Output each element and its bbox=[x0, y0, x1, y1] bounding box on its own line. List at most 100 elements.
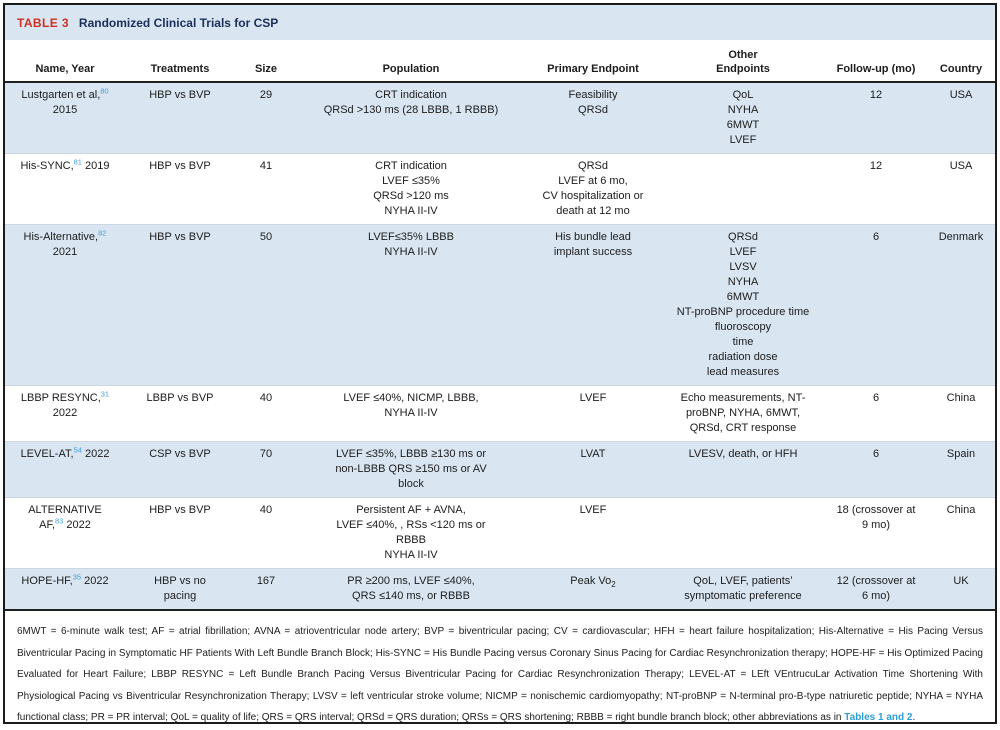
cell-size: 29 bbox=[235, 82, 297, 154]
cell-followup: 18 (crossover at 9 mo) bbox=[825, 497, 927, 569]
cell-line: 6 bbox=[872, 448, 880, 460]
trial-name: Lustgarten et al, bbox=[21, 89, 101, 101]
cell-line: Peak Vo bbox=[570, 575, 612, 587]
trial-name: HOPE-HF, bbox=[21, 575, 73, 587]
footnote-text: 6MWT = 6-minute walk test; AF = atrial f… bbox=[17, 626, 983, 723]
cell-followup: 12 bbox=[825, 153, 927, 225]
table-row: LEVEL-AT,54 2022 CSP vs BVP 70 LVEF ≤35%… bbox=[5, 441, 995, 498]
cell-line: NYHA II-IV bbox=[384, 407, 438, 419]
cell-primary-endpoint: LVAT bbox=[525, 441, 661, 498]
tables-1-and-2-link[interactable]: Tables 1 and 2 bbox=[844, 712, 913, 723]
cell-country: UK bbox=[927, 568, 995, 609]
table-row: ALTERNATIVE AF,83 2022 HBP vs BVP 40 Pers… bbox=[5, 497, 995, 569]
cell-primary-endpoint: His bundle lead implant success bbox=[525, 224, 661, 386]
cell-treatments: HBP vs no pacing bbox=[125, 568, 235, 609]
cell-line: LVSV bbox=[729, 261, 757, 273]
cell-name-year: His-SYNC,81 2019 bbox=[5, 153, 125, 225]
citation-ref[interactable]: 81 bbox=[73, 157, 82, 167]
cell-line: LVEF ≤35% bbox=[382, 175, 440, 187]
trial-name: LEVEL-AT, bbox=[20, 448, 74, 460]
cell-name-year: His-Alternative,82 2021 bbox=[5, 224, 125, 386]
cell-country: USA bbox=[927, 82, 995, 154]
table-row: His-SYNC,81 2019 HBP vs BVP 41 CRT indic… bbox=[5, 153, 995, 225]
cell-name-year: Lustgarten et al,80 2015 bbox=[5, 82, 125, 154]
trial-year: 2019 bbox=[81, 160, 110, 172]
cell-other-endpoints: QRSd LVEF LVSV NYHA 6MWT NT-proBNP procedure … bbox=[661, 224, 825, 386]
cell-line: NYHA II-IV bbox=[384, 205, 438, 217]
trial-year: 2021 bbox=[52, 246, 78, 258]
cell-population: LVEF≤35% LBBB NYHA II-IV bbox=[297, 224, 525, 386]
cell-treatments: HBP vs BVP bbox=[125, 224, 235, 386]
cell-line: QoL, LVEF, patients’ bbox=[693, 575, 793, 587]
cell-line: QRSd bbox=[578, 160, 608, 172]
cell-line: His bundle lead bbox=[555, 231, 631, 243]
column-header-treatments: Treatments bbox=[125, 40, 235, 83]
cell-followup: 6 bbox=[825, 224, 927, 386]
column-header-primary-endpoint: Primary Endpoint bbox=[525, 40, 661, 83]
trial-year: 2022 bbox=[81, 448, 110, 460]
cell-size: 40 bbox=[235, 385, 297, 442]
cell-population: CRT indication LVEF ≤35% QRSd >120 ms NYHA … bbox=[297, 153, 525, 225]
cell-primary-endpoint: QRSd LVEF at 6 mo, CV hospitalization or de… bbox=[525, 153, 661, 225]
cell-line: LVEF at 6 mo, bbox=[558, 175, 628, 187]
cell-country: China bbox=[927, 385, 995, 442]
cell-line: LVEF ≤40%, , RSs <120 ms or bbox=[336, 519, 486, 531]
trial-name: His-SYNC, bbox=[20, 160, 74, 172]
cell-line: 18 (crossover at bbox=[836, 504, 916, 516]
cell-treatments: CSP vs BVP bbox=[125, 441, 235, 498]
citation-ref[interactable]: 31 bbox=[100, 389, 110, 399]
citation-ref[interactable]: 83 bbox=[55, 516, 64, 526]
cell-line: non-LBBB QRS ≥150 ms or AV bbox=[335, 463, 487, 475]
cell-population: LVEF ≤40%, NICMP, LBBB, NYHA II-IV bbox=[297, 385, 525, 442]
cell-name-year: ALTERNATIVE AF,83 2022 bbox=[5, 497, 125, 569]
citation-ref[interactable]: 54 bbox=[73, 445, 82, 455]
cell-line: LBBP vs BVP bbox=[146, 392, 214, 404]
cell-population: Persistent AF + AVNA, LVEF ≤40%, , RSs <1… bbox=[297, 497, 525, 569]
cell-line: CV hospitalization or bbox=[542, 190, 644, 202]
citation-ref[interactable]: 82 bbox=[98, 228, 107, 238]
cell-line: CRT indication bbox=[375, 89, 447, 101]
cell-line: time bbox=[732, 336, 754, 348]
cell-line: QRSd >120 ms bbox=[373, 190, 449, 202]
cell-other-endpoints: LVESV, death, or HFH bbox=[661, 441, 825, 498]
cell-line: 6 mo) bbox=[861, 590, 891, 602]
table-row: LBBP RESYNC,31 2022 LBBP vs BVP 40 LVEF ≤… bbox=[5, 385, 995, 442]
table-3-panel: TABLE 3 Randomized Clinical Trials for CS… bbox=[3, 3, 997, 724]
cell-line: RBBB bbox=[396, 534, 426, 546]
header-row: Name, Year Treatments Size Population Pr… bbox=[5, 40, 995, 83]
cell-line: CRT indication bbox=[375, 160, 447, 172]
trial-name: LBBP RESYNC, bbox=[20, 392, 101, 404]
cell-country: USA bbox=[927, 153, 995, 225]
cell-line: symptomatic preference bbox=[684, 590, 802, 602]
cell-line: CSP vs BVP bbox=[149, 448, 211, 460]
column-header-name-year: Name, Year bbox=[5, 40, 125, 83]
cell-line: 6MWT bbox=[726, 291, 760, 303]
trial-year: 2022 bbox=[52, 407, 78, 419]
cell-primary-endpoint: Feasibility QRSd bbox=[525, 82, 661, 154]
cell-line: Echo measurements, NT- bbox=[680, 392, 806, 404]
cell-line: LVEF bbox=[579, 504, 607, 516]
citation-ref[interactable]: 80 bbox=[100, 86, 109, 96]
trial-year: 2022 bbox=[63, 519, 91, 531]
cell-followup: 6 bbox=[825, 385, 927, 442]
cell-population: LVEF ≤35%, LBBB ≥130 ms or non-LBBB QRS ≥… bbox=[297, 441, 525, 498]
cell-other-endpoints: QoL, LVEF, patients’ symptomatic preferen… bbox=[661, 568, 825, 609]
cell-line: LVEF bbox=[729, 134, 757, 146]
cell-line: 6 bbox=[872, 231, 880, 243]
cell-other-endpoints bbox=[661, 153, 825, 225]
cell-line: pacing bbox=[163, 590, 197, 602]
cell-line: LVAT bbox=[580, 448, 606, 460]
cell-line: 12 bbox=[869, 160, 883, 172]
cell-size: 50 bbox=[235, 224, 297, 386]
cell-line: 6 bbox=[872, 392, 880, 404]
cell-line: 9 mo) bbox=[861, 519, 891, 531]
cell-line: NYHA bbox=[727, 104, 759, 116]
cell-line: LVEF bbox=[729, 246, 757, 258]
cell-line: QRSd bbox=[728, 231, 758, 243]
trial-name: ALTERNATIVE bbox=[28, 504, 102, 516]
cell-line: HBP vs BVP bbox=[149, 160, 211, 172]
cell-population: PR ≥200 ms, LVEF ≤40%, QRS ≤140 ms, or RB… bbox=[297, 568, 525, 609]
citation-ref[interactable]: 35 bbox=[72, 572, 82, 582]
cell-size: 41 bbox=[235, 153, 297, 225]
cell-line: Persistent AF + AVNA, bbox=[356, 504, 466, 516]
